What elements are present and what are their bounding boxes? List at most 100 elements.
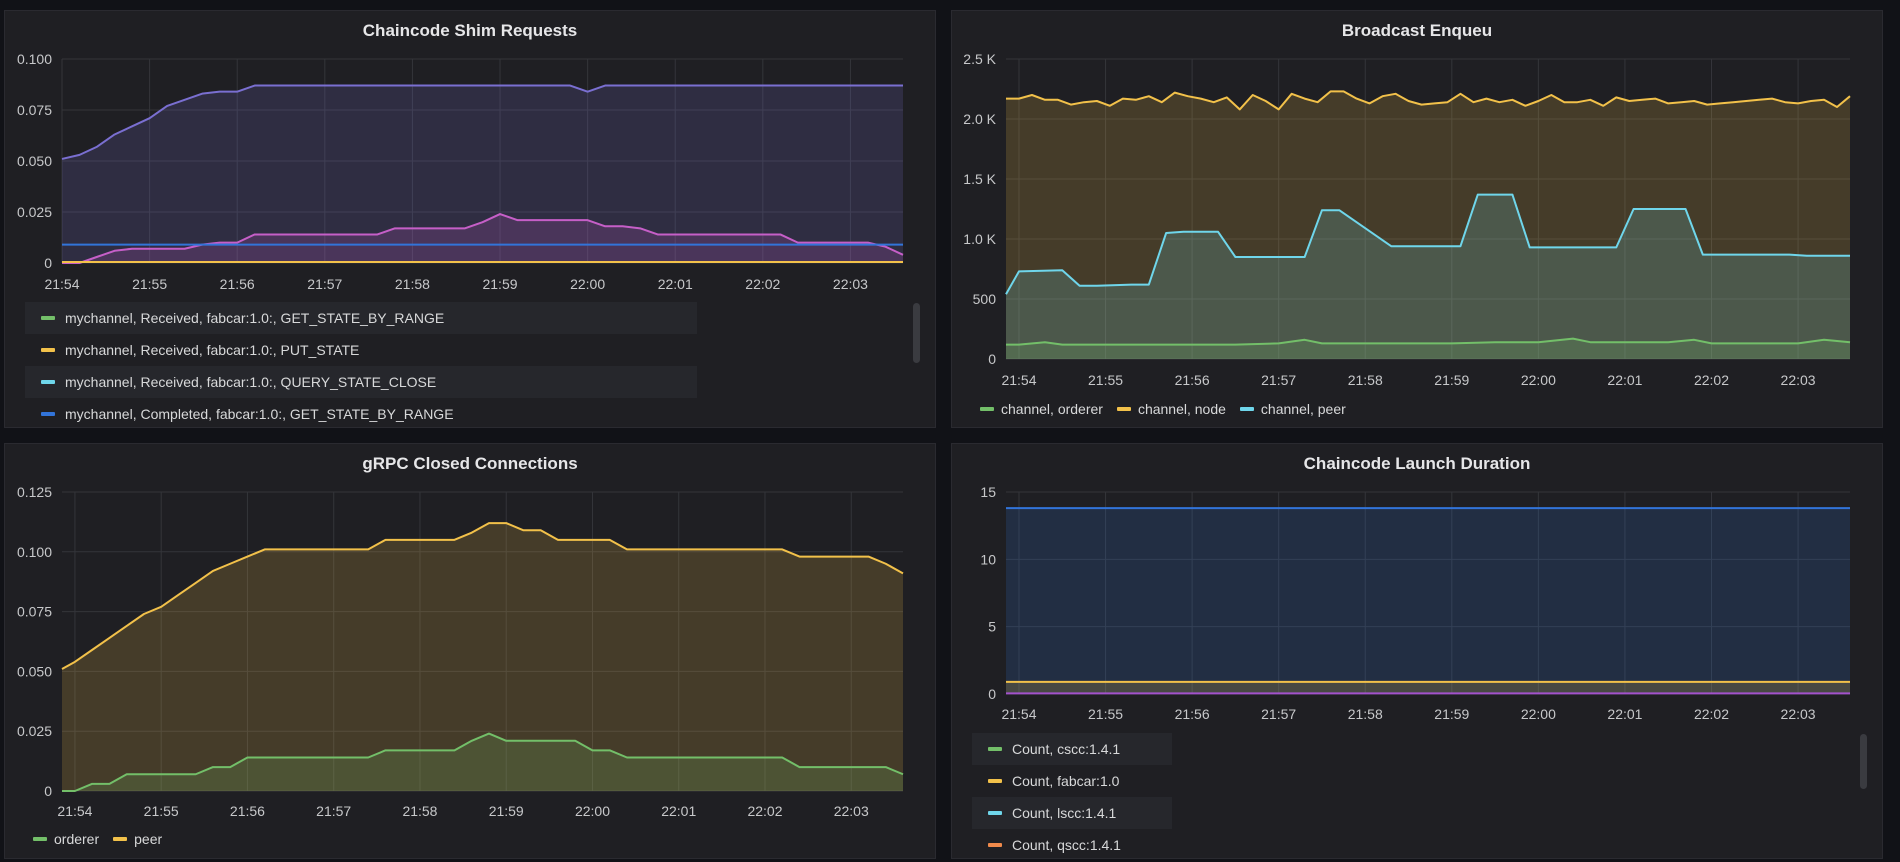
series-area xyxy=(62,214,903,263)
series-line xyxy=(1006,337,1851,346)
y-tick-label: 500 xyxy=(973,291,997,307)
x-tick-label: 22:03 xyxy=(1781,372,1816,388)
series-area xyxy=(1006,508,1850,694)
legend-label: orderer xyxy=(54,831,100,847)
y-tick-label: 2.5 K xyxy=(963,51,996,67)
x-tick-label: 21:57 xyxy=(1261,706,1296,722)
y-tick-label: 10 xyxy=(980,551,996,567)
y-tick-label: 5 xyxy=(988,619,996,635)
panel-title: Chaincode Launch Duration xyxy=(1303,454,1531,473)
series-line xyxy=(61,522,904,670)
x-tick-label: 21:55 xyxy=(132,276,167,292)
series-line xyxy=(62,732,904,792)
legend-label: Count, lscc:1.4.1 xyxy=(1012,805,1117,821)
x-tick-label: 22:01 xyxy=(1607,372,1642,388)
panel-chaincode-shim-requests: Chaincode Shim Requests 0 0.025 0.050 0.075… xyxy=(4,10,936,428)
series-area xyxy=(62,523,903,791)
x-tick-label: 22:00 xyxy=(1521,372,1556,388)
series-swatch xyxy=(988,779,1002,783)
panel-title: Broadcast Enqueu xyxy=(1341,21,1493,40)
x-tick-label: 21:57 xyxy=(316,803,351,819)
x-tick-label: 22:03 xyxy=(1781,706,1816,722)
series-swatch xyxy=(41,412,55,416)
x-tick-label: 22:01 xyxy=(661,803,696,819)
series-line xyxy=(1006,90,1851,111)
x-tick-label: 21:54 xyxy=(57,803,92,819)
series-swatch xyxy=(1239,407,1254,411)
legend-item[interactable]: Count, fabcar:1.0 xyxy=(972,765,1172,797)
y-tick-label: 1.0 K xyxy=(963,231,996,247)
chart-chaincode-shim-requests: 0 0.025 0.050 0.075 0.100 21:54 21:55 21:56 21:5… xyxy=(17,51,904,292)
panel-broadcast-enqueu: Broadcast Enqueu 0 500 1.0 K 1.5 K 2.0 K 2.5 … xyxy=(951,10,1883,428)
panel-chaincode-launch-duration: Chaincode Launch Duration 0 5 10 15 21:54 21:… xyxy=(951,443,1883,859)
series-area xyxy=(62,85,903,264)
chart-grpc-closed-connections: 0 0.025 0.050 0.075 0.100 0.125 21:54 21:55 21:5… xyxy=(17,484,904,819)
x-tick-label: 22:02 xyxy=(745,276,780,292)
y-tick-label: 0 xyxy=(44,783,52,799)
x-tick-label: 21:55 xyxy=(1088,372,1123,388)
y-tick-label: 0.100 xyxy=(17,544,52,560)
series-area xyxy=(1006,681,1850,694)
x-tick-label: 22:03 xyxy=(833,276,868,292)
y-tick-label: 0.100 xyxy=(17,51,52,67)
x-tick-label: 21:56 xyxy=(230,803,265,819)
legend-label: peer xyxy=(134,831,163,847)
chart-broadcast-enqueu: 0 500 1.0 K 1.5 K 2.0 K 2.5 K 21:54 21:55 21:56 2… xyxy=(963,51,1851,388)
x-tick-label: 21:55 xyxy=(144,803,179,819)
x-tick-label: 21:59 xyxy=(1434,372,1469,388)
series-swatch xyxy=(41,348,55,352)
legend-label: Count, cscc:1.4.1 xyxy=(1012,741,1121,757)
y-tick-label: 0.050 xyxy=(17,663,52,679)
x-tick-label: 21:56 xyxy=(1175,372,1210,388)
legend-item[interactable]: peer xyxy=(113,831,162,847)
x-tick-label: 22:02 xyxy=(1694,706,1729,722)
x-tick-label: 21:54 xyxy=(44,276,79,292)
series-swatch xyxy=(980,407,994,411)
series-swatch xyxy=(1116,407,1131,411)
y-tick-label: 0.075 xyxy=(17,604,52,620)
panel-title: gRPC Closed Connections xyxy=(362,454,578,473)
x-tick-label: 21:58 xyxy=(1348,706,1383,722)
series-line xyxy=(61,84,903,160)
x-tick-label: 22:03 xyxy=(834,803,869,819)
legend-scrollbar[interactable] xyxy=(1860,734,1867,789)
legend-label: mychannel, Received, fabcar:1.0:, GET_ST… xyxy=(65,310,445,326)
legend-item[interactable]: mychannel, Received, fabcar:1.0:, QUERY_… xyxy=(25,366,697,398)
legend-label: mychannel, Received, fabcar:1.0:, PUT_ST… xyxy=(65,342,360,358)
series-line xyxy=(62,213,904,264)
legend-label: channel, node xyxy=(1137,401,1226,417)
x-tick-label: 22:02 xyxy=(747,803,782,819)
x-tick-label: 22:01 xyxy=(1607,706,1642,722)
x-tick-label: 21:57 xyxy=(307,276,342,292)
legend-item[interactable]: mychannel, Completed, fabcar:1.0:, GET_S… xyxy=(25,398,697,427)
legend-item[interactable]: channel, orderer xyxy=(980,401,1103,417)
series-area xyxy=(1006,194,1850,359)
legend: channel, orderer channel, node channel, … xyxy=(980,401,1346,417)
x-tick-label: 21:59 xyxy=(1434,706,1469,722)
legend: orderer peer xyxy=(33,831,162,847)
legend-label: Count, qscc:1.4.1 xyxy=(1012,837,1121,853)
legend-label: mychannel, Completed, fabcar:1.0:, GET_S… xyxy=(65,406,454,422)
legend: Count, cscc:1.4.1 Count, fabcar:1.0 Coun… xyxy=(972,733,1172,858)
legend-scrollbar[interactable] xyxy=(913,303,920,363)
legend-label: channel, orderer xyxy=(1001,401,1103,417)
series-line xyxy=(1005,193,1850,295)
legend-item[interactable]: orderer xyxy=(33,831,99,847)
legend-item[interactable]: Count, qscc:1.4.1 xyxy=(972,829,1172,858)
x-tick-label: 21:55 xyxy=(1088,706,1123,722)
x-tick-label: 22:00 xyxy=(570,276,605,292)
legend-item[interactable]: Count, lscc:1.4.1 xyxy=(972,797,1172,829)
y-tick-label: 0 xyxy=(44,255,52,271)
legend-item[interactable]: mychannel, Received, fabcar:1.0:, PUT_ST… xyxy=(25,334,697,366)
legend-item[interactable]: channel, peer xyxy=(1239,401,1346,417)
x-tick-label: 21:54 xyxy=(1001,372,1036,388)
legend-item[interactable]: mychannel, Received, fabcar:1.0:, GET_ST… xyxy=(25,302,697,334)
y-tick-label: 0 xyxy=(988,686,996,702)
series-swatch xyxy=(113,837,128,841)
legend-item[interactable]: channel, node xyxy=(1116,401,1226,417)
panel-title: Chaincode Shim Requests xyxy=(362,21,578,40)
y-tick-label: 0.050 xyxy=(17,153,52,169)
x-tick-label: 22:01 xyxy=(658,276,693,292)
y-tick-label: 0.075 xyxy=(17,102,52,118)
legend-item[interactable]: Count, cscc:1.4.1 xyxy=(972,733,1172,765)
